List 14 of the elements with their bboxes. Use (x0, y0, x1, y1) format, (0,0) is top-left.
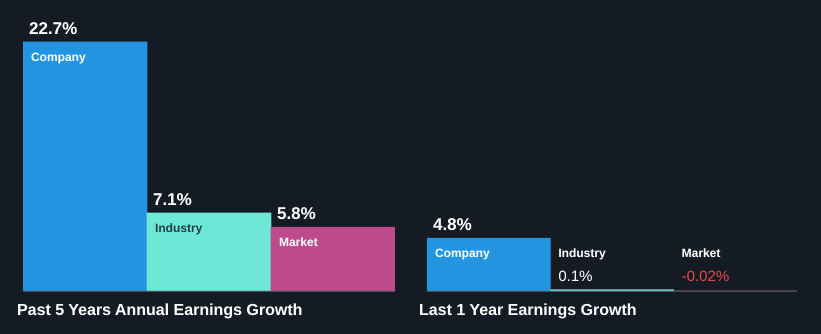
x-tick-label: Market (279, 235, 318, 250)
x-tick-label: Market (682, 246, 720, 260)
data-label: -0.02% (682, 268, 730, 285)
data-label: 4.8% (433, 215, 472, 234)
x-tick-label: Company (31, 50, 86, 64)
text: Past 5 Years Annual Earnings Growth (17, 302, 302, 320)
x-tick-label: Industry (558, 246, 606, 260)
text: Last 1 Year Earnings Growth (419, 302, 637, 320)
data-label: 22.7% (29, 18, 78, 38)
data-label: 5.8% (277, 204, 316, 224)
data-label: 0.1% (558, 268, 593, 285)
x-tick-label: Company (435, 246, 490, 260)
x-tick-label: Industry (155, 220, 203, 235)
data-label: 7.1% (153, 190, 192, 209)
